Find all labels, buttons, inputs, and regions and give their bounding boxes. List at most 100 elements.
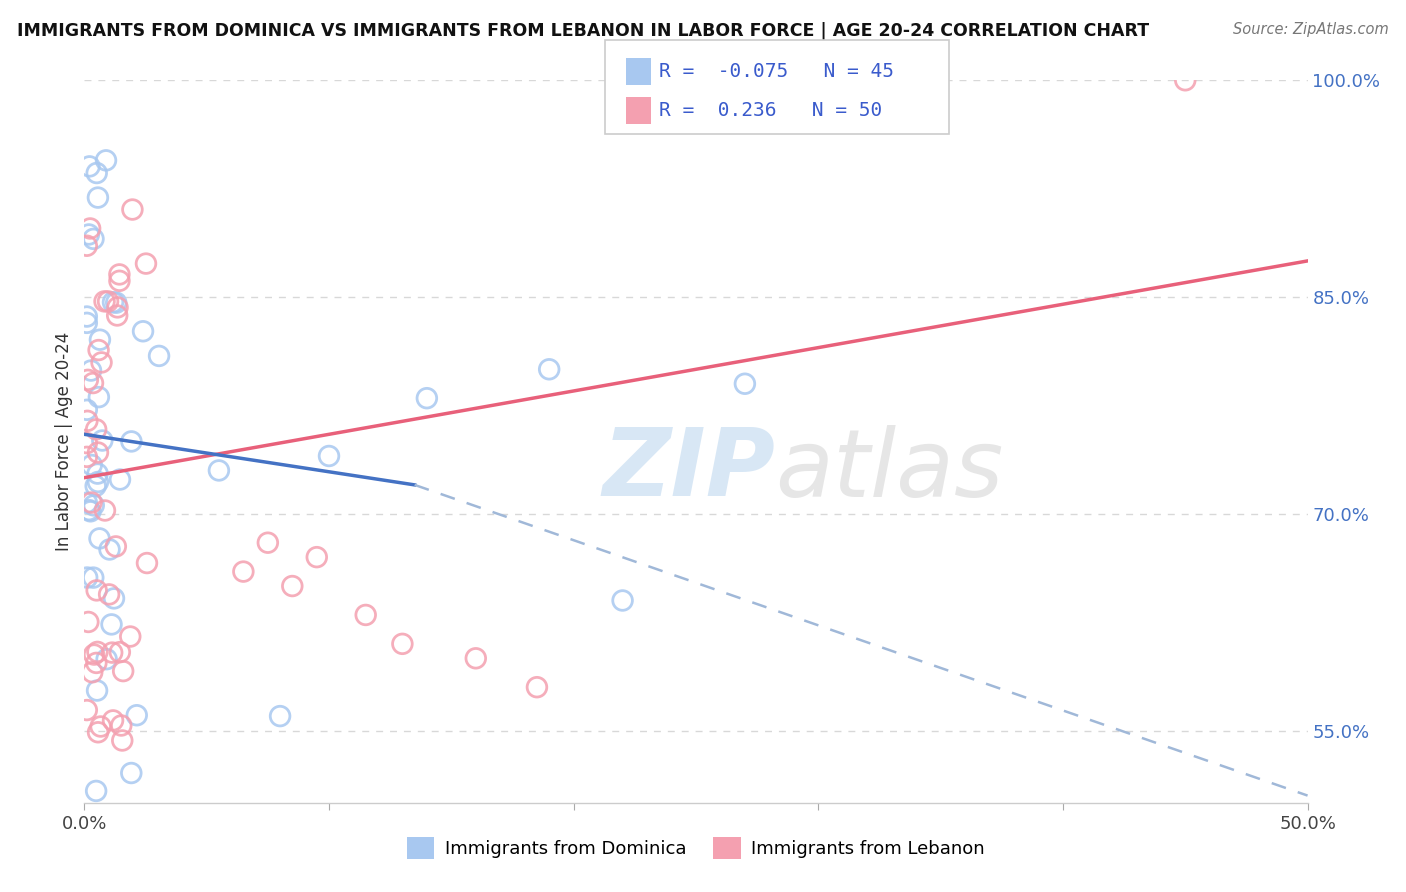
Point bbox=[94, 153, 117, 168]
Text: ZIP: ZIP bbox=[603, 425, 776, 516]
Point bbox=[76, 450, 98, 464]
Point bbox=[136, 556, 159, 570]
Point bbox=[87, 475, 110, 489]
Point bbox=[107, 301, 129, 315]
Point bbox=[76, 703, 98, 717]
Point bbox=[90, 355, 112, 369]
Point bbox=[101, 295, 124, 310]
Point bbox=[86, 656, 108, 670]
Point bbox=[135, 257, 157, 271]
Point bbox=[391, 637, 413, 651]
Point bbox=[101, 714, 124, 728]
Point bbox=[76, 402, 98, 417]
Point bbox=[120, 630, 142, 644]
Point bbox=[76, 414, 98, 428]
Point bbox=[86, 683, 108, 698]
Point bbox=[76, 496, 98, 510]
Point bbox=[354, 607, 377, 622]
Point bbox=[77, 503, 100, 517]
Point bbox=[148, 349, 170, 363]
Point bbox=[84, 422, 107, 436]
Text: atlas: atlas bbox=[776, 425, 1004, 516]
Point bbox=[1174, 73, 1197, 87]
Point bbox=[105, 295, 128, 310]
Point bbox=[76, 316, 98, 330]
Point bbox=[84, 479, 107, 493]
Point bbox=[76, 570, 98, 584]
Point bbox=[86, 583, 108, 598]
Point bbox=[111, 733, 134, 747]
Point bbox=[98, 587, 121, 601]
Point bbox=[121, 202, 143, 217]
Point bbox=[87, 725, 110, 739]
Point bbox=[80, 363, 103, 377]
Point bbox=[108, 274, 131, 288]
Point bbox=[83, 648, 105, 662]
Point bbox=[77, 615, 100, 629]
Point bbox=[464, 651, 486, 665]
Point bbox=[526, 680, 548, 694]
Point bbox=[76, 436, 98, 450]
Point bbox=[103, 591, 125, 606]
Text: R =  0.236   N = 50: R = 0.236 N = 50 bbox=[659, 101, 883, 120]
Point bbox=[612, 593, 634, 607]
Point bbox=[82, 665, 104, 680]
Point bbox=[110, 718, 132, 732]
Point bbox=[416, 391, 439, 405]
Point bbox=[82, 376, 104, 390]
Point bbox=[125, 708, 148, 723]
Point bbox=[94, 503, 117, 517]
Point bbox=[80, 495, 103, 509]
Point bbox=[91, 434, 114, 448]
Point bbox=[87, 445, 110, 459]
Text: IMMIGRANTS FROM DOMINICA VS IMMIGRANTS FROM LEBANON IN LABOR FORCE | AGE 20-24 C: IMMIGRANTS FROM DOMINICA VS IMMIGRANTS F… bbox=[17, 22, 1149, 40]
Point bbox=[108, 473, 131, 487]
Point bbox=[86, 467, 108, 481]
Point bbox=[97, 294, 120, 309]
Point bbox=[79, 221, 101, 235]
Point bbox=[80, 458, 103, 472]
Point bbox=[76, 373, 98, 387]
Point bbox=[86, 645, 108, 659]
Text: R =  -0.075   N = 45: R = -0.075 N = 45 bbox=[659, 62, 894, 81]
Point bbox=[734, 376, 756, 391]
Point bbox=[120, 434, 142, 449]
Point bbox=[112, 664, 135, 678]
Point bbox=[101, 646, 124, 660]
Y-axis label: In Labor Force | Age 20-24: In Labor Force | Age 20-24 bbox=[55, 332, 73, 551]
Point bbox=[269, 709, 291, 723]
Text: Source: ZipAtlas.com: Source: ZipAtlas.com bbox=[1233, 22, 1389, 37]
Point bbox=[305, 550, 328, 565]
Point bbox=[108, 268, 131, 282]
Point bbox=[105, 309, 128, 323]
Point bbox=[76, 239, 98, 253]
Point bbox=[208, 463, 231, 477]
Point bbox=[79, 504, 101, 518]
Point bbox=[83, 499, 105, 513]
Point bbox=[538, 362, 561, 376]
Legend: Immigrants from Dominica, Immigrants from Lebanon: Immigrants from Dominica, Immigrants fro… bbox=[399, 830, 993, 866]
Point bbox=[93, 294, 115, 309]
Point bbox=[90, 719, 112, 733]
Point bbox=[77, 227, 100, 242]
Point bbox=[82, 571, 104, 585]
Point bbox=[132, 324, 155, 338]
Point bbox=[89, 532, 111, 546]
Point bbox=[100, 617, 122, 632]
Point bbox=[120, 766, 142, 780]
Point bbox=[79, 160, 101, 174]
Point bbox=[89, 333, 111, 347]
Point bbox=[108, 645, 131, 659]
Point bbox=[76, 310, 98, 324]
Point bbox=[104, 540, 127, 554]
Point bbox=[96, 652, 118, 666]
Point bbox=[232, 565, 254, 579]
Point bbox=[84, 784, 107, 798]
Point bbox=[318, 449, 340, 463]
Point bbox=[87, 390, 110, 404]
Point bbox=[82, 232, 104, 246]
Point bbox=[257, 535, 280, 549]
Point bbox=[87, 191, 110, 205]
Point bbox=[98, 542, 121, 557]
Point bbox=[86, 166, 108, 180]
